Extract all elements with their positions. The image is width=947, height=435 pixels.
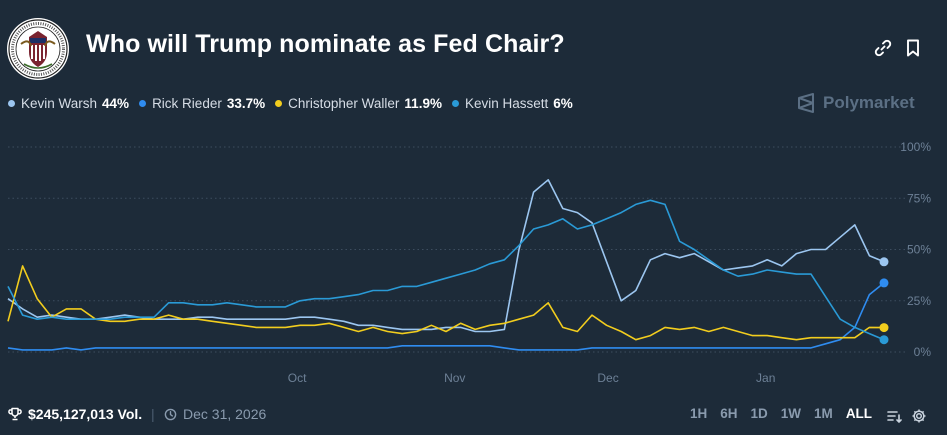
legend-value: 44% bbox=[102, 95, 130, 111]
series-line-kevin-warsh bbox=[7, 179, 885, 333]
range-1m-button[interactable]: 1M bbox=[814, 406, 833, 421]
header: Who will Trump nominate as Fed Chair? bbox=[0, 0, 947, 90]
range-1w-button[interactable]: 1W bbox=[780, 406, 802, 421]
y-tick-label: 50% bbox=[907, 243, 931, 257]
legend-name: Kevin Warsh bbox=[21, 95, 98, 111]
y-tick-label: 75% bbox=[907, 191, 931, 205]
legend-dot bbox=[451, 99, 459, 107]
legend-item-kevin-warsh[interactable]: Kevin Warsh 44% bbox=[8, 96, 129, 111]
legend-name: Kevin Hassett bbox=[464, 95, 549, 111]
range-all-button[interactable]: ALL bbox=[845, 406, 873, 421]
range-6h-button[interactable]: 6H bbox=[720, 406, 738, 421]
legend-value: 33.7% bbox=[226, 95, 266, 111]
y-tick-label: 0% bbox=[914, 345, 932, 359]
footer: $245,127,013 Vol. | Dec 31, 2026 1H 6H 1… bbox=[0, 400, 947, 430]
series-line-kevin-hassett bbox=[7, 199, 885, 341]
volume-value: $245,127,013 Vol. bbox=[28, 406, 143, 422]
bookmark-icon[interactable] bbox=[903, 38, 923, 58]
legend-item-christopher-waller[interactable]: Christopher Waller 11.9% bbox=[275, 96, 442, 111]
legend-dot bbox=[8, 99, 15, 107]
brand-name: Polymarket bbox=[823, 93, 915, 112]
federal-reserve-seal-logo bbox=[7, 18, 69, 80]
end-date-value: Dec 31, 2026 bbox=[183, 406, 267, 422]
legend-value: 11.9% bbox=[404, 95, 442, 111]
range-1d-button[interactable]: 1D bbox=[750, 406, 768, 421]
page-title: Who will Trump nominate as Fed Chair? bbox=[86, 30, 565, 58]
x-tick-label: Nov bbox=[444, 371, 465, 385]
series-endpoint-rick-rieder bbox=[879, 278, 889, 288]
series-endpoint-christopher-waller bbox=[879, 323, 889, 333]
x-tick-label: Jan bbox=[756, 371, 775, 385]
series-line-christopher-waller bbox=[7, 265, 885, 341]
legend-value: 6% bbox=[553, 95, 573, 111]
legend-item-rick-rieder[interactable]: Rick Rieder 33.7% bbox=[139, 96, 265, 111]
y-tick-label: 100% bbox=[900, 140, 931, 154]
legend-item-kevin-hassett[interactable]: Kevin Hassett 6% bbox=[451, 95, 573, 111]
series-endpoint-kevin-hassett bbox=[879, 335, 889, 345]
x-tick-label: Dec bbox=[597, 371, 618, 385]
price-history-chart[interactable]: 100% 75% 50% 25% 0% Oct Nov Dec Jan bbox=[0, 130, 947, 390]
time-range-selector: 1H 6H 1D 1W 1M ALL bbox=[690, 406, 885, 421]
trophy-icon bbox=[8, 407, 22, 421]
volume-stat: $245,127,013 Vol. bbox=[8, 406, 142, 422]
clock-icon bbox=[164, 408, 177, 420]
series-line-rick-rieder bbox=[7, 282, 885, 351]
y-tick-label: 25% bbox=[907, 294, 931, 308]
polymarket-watermark: Polymarket bbox=[796, 92, 915, 114]
chart-legend: Kevin Warsh 44% Rick Rieder 33.7% Christ… bbox=[8, 93, 583, 113]
polymarket-logo-icon bbox=[798, 93, 814, 113]
link-icon[interactable] bbox=[873, 38, 893, 58]
x-tick-label: Oct bbox=[288, 371, 307, 385]
end-date: Dec 31, 2026 bbox=[164, 406, 266, 422]
legend-dot bbox=[139, 99, 147, 107]
legend-name: Rick Rieder bbox=[152, 95, 222, 111]
divider: | bbox=[151, 406, 155, 422]
filter-lines-icon[interactable] bbox=[886, 408, 902, 427]
series-endpoint-kevin-warsh bbox=[879, 257, 889, 267]
legend-name: Christopher Waller bbox=[288, 95, 400, 111]
settings-gear-icon[interactable] bbox=[911, 408, 927, 427]
range-1h-button[interactable]: 1H bbox=[690, 406, 708, 421]
legend-dot bbox=[275, 99, 283, 107]
